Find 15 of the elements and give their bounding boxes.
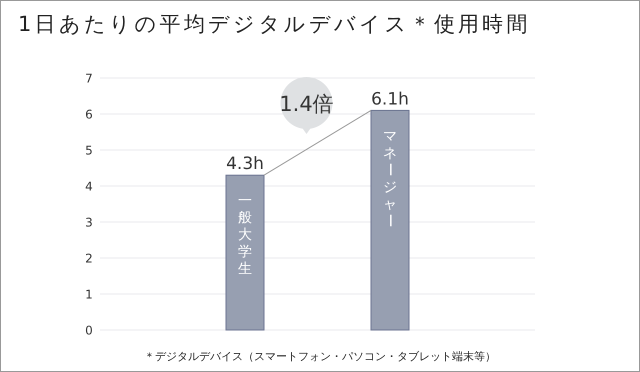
y-tick-label: 0: [85, 324, 93, 338]
y-tick-label: 6: [85, 108, 93, 122]
y-tick-label: 1: [85, 288, 93, 302]
y-tick-label: 7: [85, 72, 93, 86]
y-tick-label: 2: [85, 252, 93, 266]
value-label: 4.3h: [226, 154, 264, 174]
category-label: 一般大学生: [238, 193, 252, 278]
title: 1日あたりの平均デジタルデバイス＊使用時間: [18, 12, 531, 36]
y-tick-label: 3: [85, 216, 93, 230]
category-label: マネージャー: [381, 128, 398, 228]
annotation: ＊デジタルデバイス（スマートフォン・パソコン・タブレット端末等）: [144, 350, 496, 363]
y-tick-label: 4: [85, 180, 93, 194]
annotation: 1.4倍: [279, 92, 334, 116]
value-label: 6.1h: [371, 89, 409, 110]
y-tick-label: 5: [85, 144, 93, 158]
